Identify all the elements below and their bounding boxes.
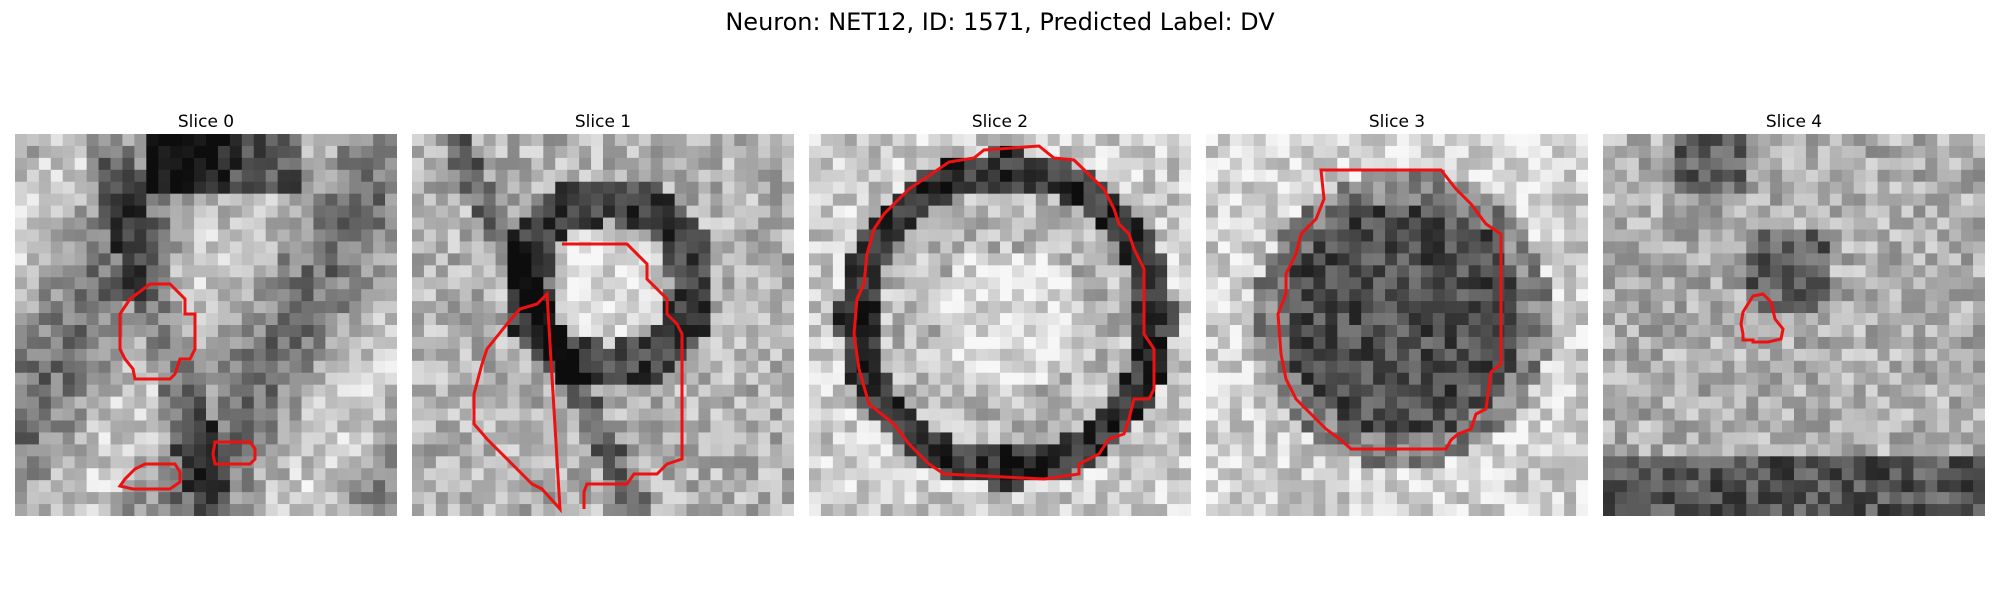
roi-contour <box>472 242 684 514</box>
slice-image-1 <box>412 134 794 516</box>
roi-contour <box>211 440 257 466</box>
noise-grid-2 <box>809 134 1191 516</box>
roi-contour <box>118 282 197 381</box>
slice-panel-3: Slice 3 <box>1206 110 1588 516</box>
slice-image-2 <box>809 134 1191 516</box>
noise-grid-3 <box>1206 134 1588 516</box>
slice-panel-4: Slice 4 <box>1603 110 1985 516</box>
slice-title-4: Slice 4 <box>1765 112 1823 132</box>
figure-title: Neuron: NET12, ID: 1571, Predicted Label… <box>725 8 1275 36</box>
noise-grid-4 <box>1603 134 1985 516</box>
slice-title-3: Slice 3 <box>1368 112 1426 132</box>
slice-title-0: Slice 0 <box>177 112 235 132</box>
slice-panel-2: Slice 2 <box>809 110 1191 516</box>
noise-grid-0 <box>15 134 397 516</box>
roi-contour <box>1276 168 1503 451</box>
slice-image-4 <box>1603 134 1985 516</box>
roi-contour <box>1739 292 1785 344</box>
slice-title-2: Slice 2 <box>971 112 1029 132</box>
slice-image-3 <box>1206 134 1588 516</box>
noise-grid-1 <box>412 134 794 516</box>
slice-panel-0: Slice 0 <box>15 110 397 516</box>
slice-title-1: Slice 1 <box>574 112 632 132</box>
slice-image-0 <box>15 134 397 516</box>
roi-contour <box>117 462 182 491</box>
roi-contour <box>852 144 1156 481</box>
slice-panel-1: Slice 1 <box>412 110 794 516</box>
